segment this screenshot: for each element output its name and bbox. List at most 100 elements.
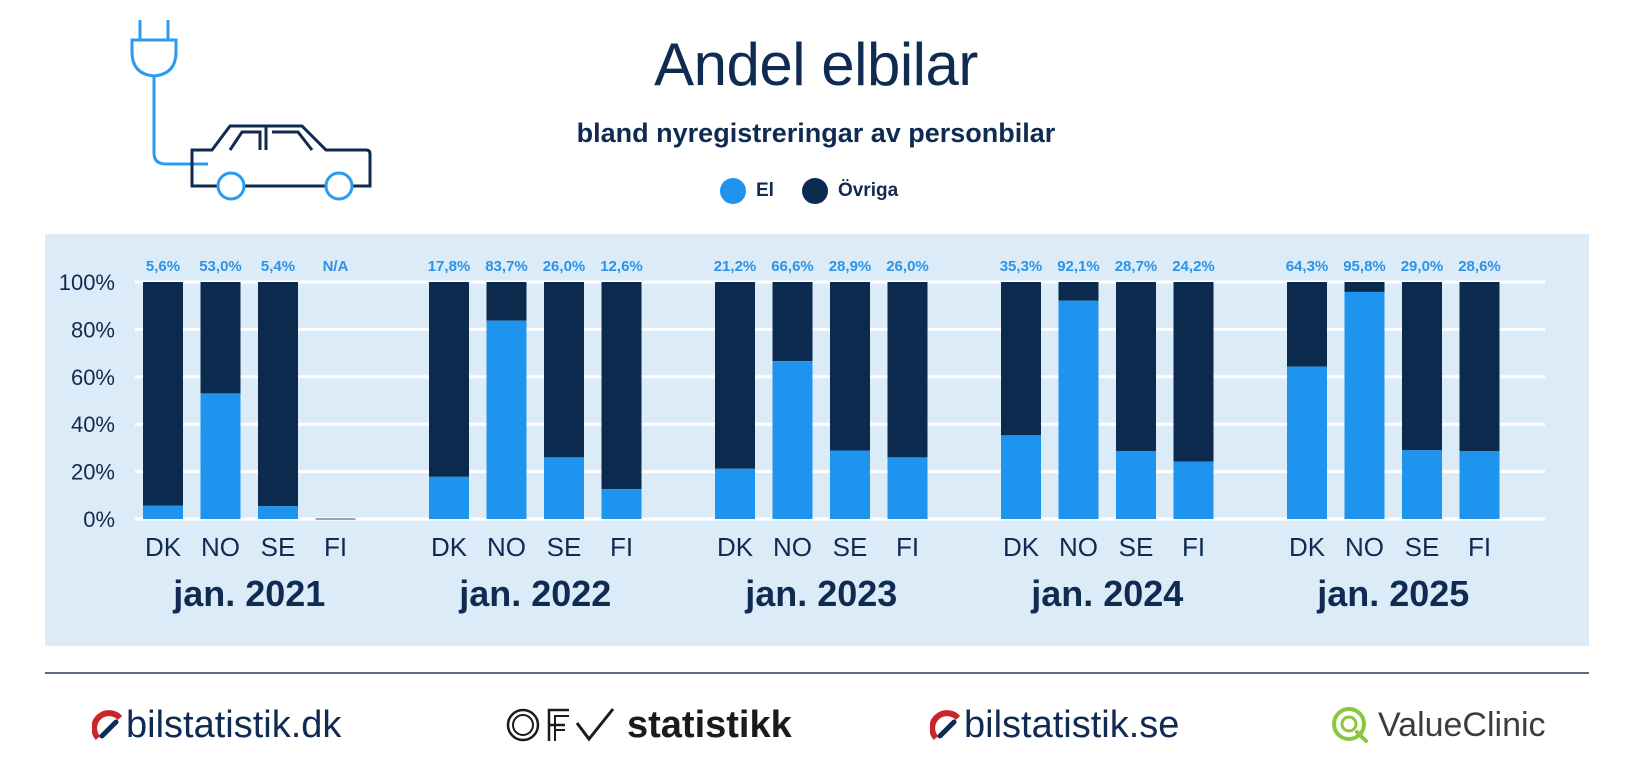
logo-valueclinic: ValueClinic <box>1330 690 1546 760</box>
logo-text: bilstatistik.se <box>964 703 1180 746</box>
y-tick-label: 20% <box>71 460 115 485</box>
bar-ovriga <box>772 282 813 362</box>
bar-el <box>1001 435 1041 519</box>
category-label: FI <box>324 532 347 562</box>
value-label: 5,4% <box>261 258 295 275</box>
bar-el <box>887 457 928 519</box>
value-label: N/A <box>323 258 349 275</box>
group-label: jan. 2023 <box>744 573 897 614</box>
bar-ovriga <box>143 282 183 506</box>
stacked-bar-chart: 0% 20% 40% 60% 80% 100% 5,6% DK 53,0% NO 5,4% SE N/A… <box>59 258 1545 614</box>
logo-text: bilstatistik.dk <box>126 703 342 746</box>
chart-panel: 0% 20% 40% 60% 80% 100% 5,6% DK 53,0% NO 5,4% SE N/A… <box>45 234 1589 646</box>
category-label: SE <box>1119 532 1154 562</box>
y-tick-label: 80% <box>71 317 115 342</box>
bar-ovriga <box>1287 282 1327 367</box>
bar-el <box>258 506 298 519</box>
footer-divider <box>45 672 1589 674</box>
bar-el <box>830 450 870 519</box>
value-label: 21,2% <box>714 258 757 275</box>
bar-ovriga <box>601 282 642 490</box>
legend-item-el: El <box>720 178 774 204</box>
bar-el <box>715 468 755 519</box>
gauge-icon <box>930 710 961 741</box>
bar-ovriga <box>1001 282 1041 436</box>
category-label: SE <box>1405 532 1440 562</box>
bar-ovriga <box>544 282 584 458</box>
category-label: FI <box>1182 532 1205 562</box>
logo-text: statistikk <box>627 703 792 746</box>
bar-ovriga <box>1459 282 1500 452</box>
value-label: 92,1% <box>1057 258 1100 275</box>
bar-ovriga <box>200 282 241 394</box>
value-label: 35,3% <box>1000 258 1043 275</box>
logo-bilstatistik-dk: bilstatistik.dk <box>92 690 341 760</box>
category-label: NO <box>201 532 240 562</box>
category-label: DK <box>431 532 468 562</box>
bar-ovriga <box>830 282 870 451</box>
bar-ovriga <box>258 282 298 507</box>
bar-el <box>1459 451 1500 519</box>
bar-ovriga <box>429 282 469 477</box>
value-label: 26,0% <box>543 258 586 275</box>
group-label: jan. 2021 <box>172 573 325 614</box>
value-label: 28,6% <box>1458 258 1501 275</box>
bar-el <box>486 320 527 519</box>
logo-bilstatistik-se: bilstatistik.se <box>930 690 1179 760</box>
valueclinic-icon <box>1332 707 1368 743</box>
bar-el <box>429 476 469 519</box>
legend-item-ovriga: Övriga <box>801 178 899 204</box>
value-label: 53,0% <box>199 258 242 275</box>
legend-label-el: El <box>756 180 774 201</box>
value-label: 29,0% <box>1401 258 1444 275</box>
bar-el <box>1287 366 1327 519</box>
group-label: jan. 2025 <box>1316 573 1469 614</box>
bar-el <box>772 361 813 519</box>
value-label: 17,8% <box>428 258 471 275</box>
bar-ovriga <box>1344 282 1385 292</box>
bar-el <box>1058 300 1099 519</box>
category-label: DK <box>717 532 754 562</box>
bar-ovriga <box>715 282 755 469</box>
category-label: SE <box>547 532 582 562</box>
category-label: NO <box>1059 532 1098 562</box>
legend-label-ovriga: Övriga <box>837 180 899 201</box>
chart-title: Andel elbilar <box>654 31 978 98</box>
ofv-mark-icon <box>506 708 615 742</box>
bar-el <box>601 489 642 519</box>
y-tick-label: 0% <box>83 507 115 532</box>
category-label: FI <box>610 532 633 562</box>
bar-el <box>1116 450 1156 519</box>
category-label: NO <box>1345 532 1384 562</box>
legend-swatch-ovriga <box>801 178 828 204</box>
category-label: NO <box>773 532 812 562</box>
legend-swatch-el <box>720 178 746 204</box>
chart-legend: El Övriga <box>720 178 926 204</box>
category-label: SE <box>833 532 868 562</box>
category-label: FI <box>1468 532 1491 562</box>
value-label: 5,6% <box>146 258 180 275</box>
logo-ofv-statistikk: statistikk <box>505 690 792 760</box>
y-tick-label: 40% <box>71 412 115 437</box>
category-label: DK <box>1003 532 1040 562</box>
value-label: 83,7% <box>485 258 528 275</box>
bar-el <box>1402 450 1442 519</box>
bar-el <box>1344 291 1385 519</box>
value-label: 66,6% <box>771 258 814 275</box>
gauge-icon <box>92 710 123 741</box>
bar-el <box>143 505 183 519</box>
value-label: 24,2% <box>1172 258 1215 275</box>
bar-el <box>544 457 584 519</box>
bar-ovriga <box>887 282 928 458</box>
y-tick-label: 60% <box>71 365 115 390</box>
bar-ovriga <box>1116 282 1156 451</box>
logo-text: ValueClinic <box>1378 705 1546 744</box>
bar-el <box>1173 461 1214 519</box>
electric-car-icon <box>130 20 372 201</box>
value-label: 12,6% <box>600 258 643 275</box>
value-label: 28,9% <box>829 258 872 275</box>
category-label: DK <box>145 532 182 562</box>
bar-ovriga <box>1173 282 1214 462</box>
value-label: 26,0% <box>886 258 929 275</box>
chart-subtitle: bland nyregistreringar av personbilar <box>576 118 1056 148</box>
